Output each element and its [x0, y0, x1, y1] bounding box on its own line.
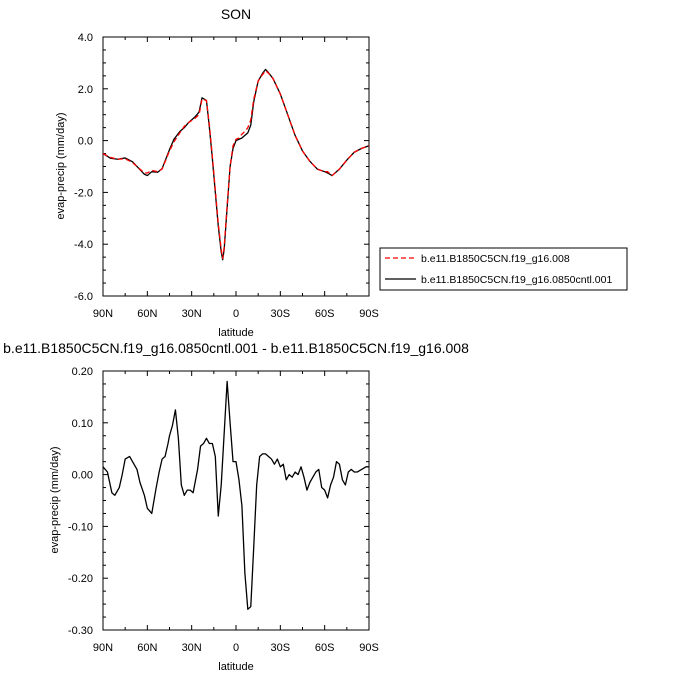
bottom-panel: b.e11.B1850C5CN.f19_g16.0850cntl.001 - b… — [3, 340, 469, 673]
top-panel-x-axis: 90N 60N 30N 0 30S 60S 90S — [93, 37, 379, 320]
y-tick-label: -4.0 — [74, 239, 93, 251]
y-tick-label: 4.0 — [78, 32, 93, 44]
x-tick-label: 0 — [233, 642, 239, 654]
bottom-panel-ylabel: evap-precip (mm/day) — [49, 447, 61, 554]
legend-label-series-2: b.e11.B1850C5CN.f19_g16.0850cntl.001 — [421, 274, 612, 286]
legend-box — [379, 247, 628, 291]
y-tick-label: 0.10 — [72, 418, 93, 430]
y-tick-label: -0.20 — [68, 573, 93, 585]
y-tick-label: -0.30 — [68, 625, 93, 637]
x-tick-label: 90N — [93, 642, 113, 654]
y-tick-label: -6.0 — [74, 291, 93, 303]
top-panel: SON 90N 60N 30N 0 30S 60S 90S -6.0 -4.0 -2.0 0.0 2… — [55, 6, 379, 339]
bottom-panel-title: b.e11.B1850C5CN.f19_g16.0850cntl.001 - b… — [3, 340, 469, 356]
legend: b.e11.B1850C5CN.f19_g16.008 b.e11.B1850C… — [379, 247, 628, 291]
x-tick-label: 90S — [359, 642, 379, 654]
x-tick-label: 60S — [315, 642, 335, 654]
series-line-1 — [102, 380, 369, 610]
legend-label-series-1: b.e11.B1850C5CN.f19_g16.008 — [421, 253, 570, 265]
top-panel-title: SON — [221, 6, 251, 22]
bottom-panel-y-axis: -0.30 -0.20 -0.10 0.00 0.10 0.20 — [68, 366, 369, 637]
y-tick-label: 0.00 — [72, 470, 93, 482]
x-tick-label: 30S — [271, 308, 291, 320]
series-line-2 — [102, 68, 370, 261]
x-tick-label: 60S — [315, 308, 335, 320]
bottom-panel-x-axis: 90N 60N 30N 0 30S 60S 90S — [93, 371, 379, 654]
y-tick-label: 0.0 — [78, 136, 93, 148]
top-panel-series — [102, 68, 370, 261]
x-tick-label: 30S — [271, 642, 291, 654]
y-tick-label: 2.0 — [78, 84, 93, 96]
bottom-panel-series — [102, 380, 369, 610]
top-panel-frame — [102, 36, 370, 297]
y-tick-label: 0.20 — [72, 366, 93, 378]
top-panel-y-axis: -6.0 -4.0 -2.0 0.0 2.0 4.0 — [74, 32, 369, 303]
y-tick-label: -2.0 — [74, 187, 93, 199]
series-line-1 — [102, 70, 370, 260]
x-tick-label: 30N — [182, 308, 202, 320]
x-tick-label: 30N — [182, 642, 202, 654]
top-panel-xlabel: latitude — [218, 327, 253, 339]
x-tick-label: 90S — [359, 308, 379, 320]
x-tick-label: 0 — [233, 308, 239, 320]
x-tick-label: 90N — [93, 308, 113, 320]
top-panel-ylabel: evap-precip (mm/day) — [55, 113, 67, 220]
bottom-panel-xlabel: latitude — [218, 661, 253, 673]
x-tick-label: 60N — [137, 642, 157, 654]
bottom-panel-frame — [102, 370, 370, 631]
x-tick-label: 60N — [137, 308, 157, 320]
y-tick-label: -0.10 — [68, 521, 93, 533]
